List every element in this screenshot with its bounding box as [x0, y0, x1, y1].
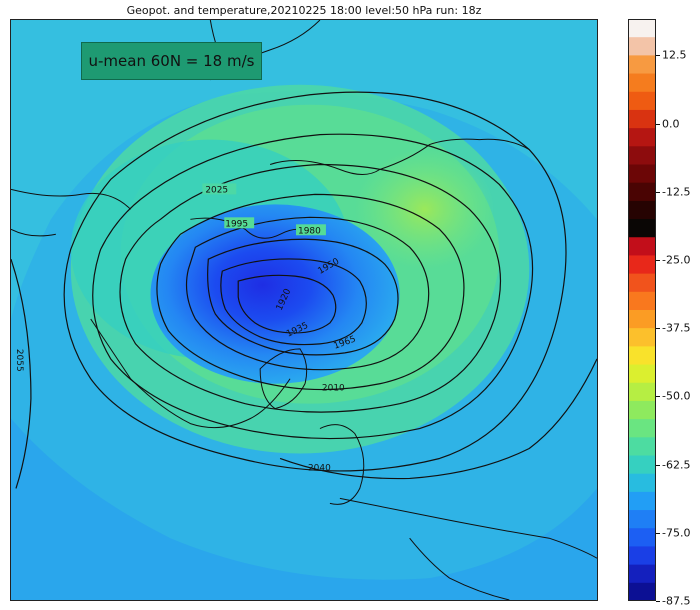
colorbar-swatch [628, 182, 656, 202]
contour-1950 [207, 238, 399, 356]
coast-greenland [259, 348, 308, 410]
colorbar-tick-label: -75.0 [662, 526, 691, 540]
colorbar-swatch [628, 510, 656, 529]
colorbar-tick-mark [656, 601, 660, 602]
contour-2010 [92, 133, 534, 440]
temperature-band-south [11, 418, 597, 600]
contour-label: 2025 [205, 185, 228, 195]
colorbar-tick-mark [656, 260, 660, 261]
colorbar-swatch [628, 128, 656, 147]
contour-2055 [11, 258, 32, 489]
contour-label: 1980 [298, 226, 321, 236]
contour-1995 [119, 163, 502, 413]
contour-1965 [185, 216, 430, 371]
colorbar-swatch [628, 200, 656, 220]
colorbar-swatch [628, 237, 656, 256]
colorbar-tick-mark [656, 532, 660, 534]
map-title: Geopot. and temperature,20210225 18:00 l… [126, 4, 482, 17]
colorbar-swatch [628, 546, 656, 566]
coast-scandinavia [319, 424, 365, 505]
colorbar-swatch [628, 473, 656, 493]
colorbar-swatch [628, 382, 656, 402]
contour-2040 [279, 358, 597, 480]
map-canvas: 2025 1995 1980 1950 1920 1935 1965 2010 … [11, 20, 597, 600]
colorbar [628, 19, 656, 601]
colorbar-swatch [628, 255, 656, 275]
colorbar-swatch [628, 491, 656, 511]
geopotential-contours [11, 91, 597, 489]
colorbar-swatch [628, 146, 656, 165]
contour-label: 1995 [225, 219, 248, 229]
colorbar-swatch [628, 219, 656, 238]
colorbar-swatch [628, 419, 656, 438]
colorbar-tick-label: -12.5 [662, 185, 691, 199]
coast-mediterranean [409, 537, 510, 600]
colorbar-tick-label: -87.5 [662, 594, 691, 608]
colorbar-swatch [628, 455, 656, 475]
colorbar-tick-mark [656, 328, 660, 330]
coast-siberia [269, 138, 530, 175]
contour-1920 [237, 274, 337, 334]
colorbar-swatch [628, 364, 656, 384]
colorbar-tick-label: -62.5 [662, 458, 691, 472]
colorbar-swatch [628, 310, 656, 329]
colorbar-tick-mark [656, 55, 660, 57]
temperature-band-north [11, 20, 597, 319]
colorbar-swatch [628, 164, 656, 184]
colorbar-swatch [628, 328, 656, 347]
polar-vortex-core [150, 204, 400, 384]
colorbar-swatch [628, 346, 656, 366]
colorbar-swatch [628, 55, 656, 75]
colorbar-tick-mark [656, 191, 660, 193]
coast-north-america [90, 318, 291, 429]
contour-2025 [63, 91, 567, 472]
colorbar-tick-label: 12.5 [662, 48, 687, 62]
colorbar-swatch [628, 273, 656, 293]
colorbar-tick-label: 0.0 [662, 117, 680, 131]
contour-1980 [156, 193, 465, 391]
coast-alaska [11, 188, 131, 210]
contour-label: 2055 [14, 349, 24, 372]
map-panel: 2025 1995 1980 1950 1920 1935 1965 2010 … [10, 19, 598, 601]
colorbar-swatch [628, 400, 656, 420]
colorbar-tick-label: -50.0 [662, 389, 691, 403]
colorbar-swatch [628, 582, 656, 601]
u-mean-info-box: u-mean 60N = 18 m/s [81, 42, 262, 80]
colorbar-swatch [628, 73, 656, 93]
contour-label: 2040 [308, 463, 331, 473]
colorbar-swatch [628, 19, 656, 38]
colorbar-border [628, 19, 656, 601]
colorbar-swatch [628, 564, 656, 584]
colorbar-swatch [628, 91, 656, 111]
colorbar-swatch [628, 437, 656, 456]
colorbar-swatch [628, 291, 656, 311]
colorbar-tick-label: -25.0 [662, 253, 691, 267]
colorbar-swatch [628, 528, 656, 547]
contour-label: 2010 [322, 384, 345, 394]
colorbar-tick-mark [656, 396, 660, 398]
coast-europe [339, 497, 597, 559]
colorbar-swatch [628, 37, 656, 56]
colorbar-tick-label: -37.5 [662, 321, 691, 335]
colorbar-tick-mark [656, 464, 660, 466]
warm-anomaly [354, 149, 495, 270]
colorbar-swatch [628, 109, 656, 129]
contour-1935 [220, 258, 367, 346]
coast-aleutians [11, 228, 56, 237]
colorbar-tick-mark [656, 123, 660, 125]
